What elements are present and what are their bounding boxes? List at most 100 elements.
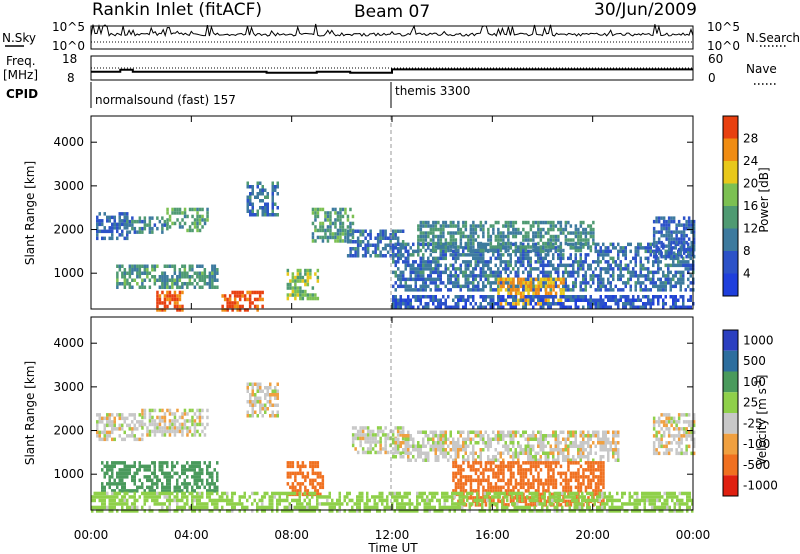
data-cell bbox=[374, 254, 377, 258]
data-cell bbox=[507, 492, 510, 497]
data-cell bbox=[392, 451, 395, 455]
data-cell bbox=[474, 461, 478, 465]
data-cell bbox=[557, 256, 560, 261]
data-cell bbox=[264, 410, 267, 414]
data-cell bbox=[356, 436, 360, 441]
data-cell bbox=[612, 434, 615, 438]
data-cell bbox=[677, 441, 681, 445]
data-cell bbox=[594, 274, 597, 278]
data-cell bbox=[429, 288, 432, 292]
data-cell bbox=[487, 437, 490, 441]
data-cell bbox=[116, 461, 119, 465]
data-cell bbox=[459, 245, 463, 249]
data-cell bbox=[459, 288, 462, 292]
data-cell bbox=[662, 270, 665, 275]
data-cell bbox=[409, 253, 412, 257]
data-cell bbox=[502, 253, 505, 257]
data-cell bbox=[674, 284, 677, 289]
data-cell bbox=[249, 393, 252, 397]
data-cell bbox=[537, 220, 540, 225]
data-cell bbox=[196, 485, 199, 490]
data-cell bbox=[659, 295, 662, 299]
data-cell bbox=[672, 251, 676, 255]
data-cell bbox=[131, 427, 134, 431]
data-cell bbox=[482, 305, 485, 309]
data-cell bbox=[604, 260, 607, 264]
data-cell bbox=[148, 415, 152, 420]
data-cell bbox=[677, 413, 681, 417]
data-cell bbox=[457, 464, 460, 469]
data-cell bbox=[574, 471, 578, 476]
data-cell bbox=[248, 304, 252, 309]
data-cell bbox=[346, 214, 350, 219]
data-cell bbox=[474, 274, 477, 278]
data-cell bbox=[574, 245, 578, 249]
data-cell bbox=[437, 241, 440, 246]
data-cell bbox=[484, 295, 487, 299]
data-cell bbox=[692, 219, 696, 224]
data-cell bbox=[644, 267, 647, 271]
data-cell bbox=[156, 485, 159, 490]
data-cell bbox=[186, 275, 189, 279]
data-cell bbox=[414, 458, 417, 462]
data-cell bbox=[562, 248, 565, 253]
data-cell bbox=[537, 227, 540, 232]
noise-panel: 10^5 10^0 10^5 10^0 bbox=[52, 20, 740, 53]
data-cell bbox=[469, 253, 472, 257]
data-cell bbox=[597, 253, 600, 257]
data-cell bbox=[439, 302, 442, 306]
data-cell bbox=[402, 434, 405, 438]
data-cell bbox=[527, 291, 530, 296]
data-cell bbox=[665, 233, 668, 238]
data-cell bbox=[208, 485, 211, 490]
data-cell bbox=[567, 284, 570, 289]
data-cell bbox=[592, 277, 595, 282]
data-cell bbox=[454, 224, 458, 228]
data-cell bbox=[138, 468, 141, 472]
data-cell bbox=[592, 461, 595, 465]
data-cell bbox=[146, 271, 149, 275]
data-cell bbox=[429, 248, 433, 253]
data-cell bbox=[612, 451, 615, 455]
data-cell bbox=[524, 461, 528, 465]
data-cell bbox=[499, 302, 503, 306]
data-cell bbox=[417, 288, 420, 292]
data-cell bbox=[106, 215, 109, 220]
data-cell bbox=[432, 241, 435, 246]
data-cell bbox=[647, 274, 650, 278]
data-cell bbox=[499, 451, 502, 455]
data-cell bbox=[687, 434, 691, 438]
data-cell bbox=[467, 245, 470, 249]
data-cell bbox=[314, 218, 317, 222]
data-cell bbox=[158, 275, 162, 279]
data-cell bbox=[507, 238, 510, 242]
data-cell bbox=[186, 419, 189, 423]
data-cell bbox=[156, 278, 159, 282]
data-cell bbox=[161, 282, 164, 286]
data-cell bbox=[206, 408, 209, 413]
data-cell bbox=[559, 277, 563, 282]
data-cell bbox=[685, 233, 688, 238]
data-cell bbox=[579, 220, 583, 225]
data-cell bbox=[276, 403, 279, 407]
data-cell bbox=[447, 267, 450, 271]
data-cell bbox=[412, 249, 415, 254]
data-cell bbox=[121, 489, 124, 493]
data-cell bbox=[547, 302, 550, 306]
data-cell bbox=[627, 295, 630, 299]
data-cell bbox=[532, 234, 535, 239]
data-cell bbox=[427, 231, 430, 235]
power-ylabel: Slant Range [km] bbox=[23, 161, 37, 265]
data-cell bbox=[259, 181, 262, 185]
data-cell bbox=[584, 281, 587, 285]
data-cell bbox=[474, 288, 477, 292]
data-cell bbox=[402, 298, 405, 302]
data-cell bbox=[96, 427, 99, 431]
cpid-segment-1: normalsound (fast) 157 bbox=[95, 93, 236, 107]
data-cell bbox=[417, 451, 420, 455]
data-cell bbox=[462, 441, 465, 445]
data-cell bbox=[507, 231, 510, 235]
data-cell bbox=[597, 302, 600, 306]
data-cell bbox=[617, 288, 620, 292]
data-cell bbox=[394, 246, 397, 250]
